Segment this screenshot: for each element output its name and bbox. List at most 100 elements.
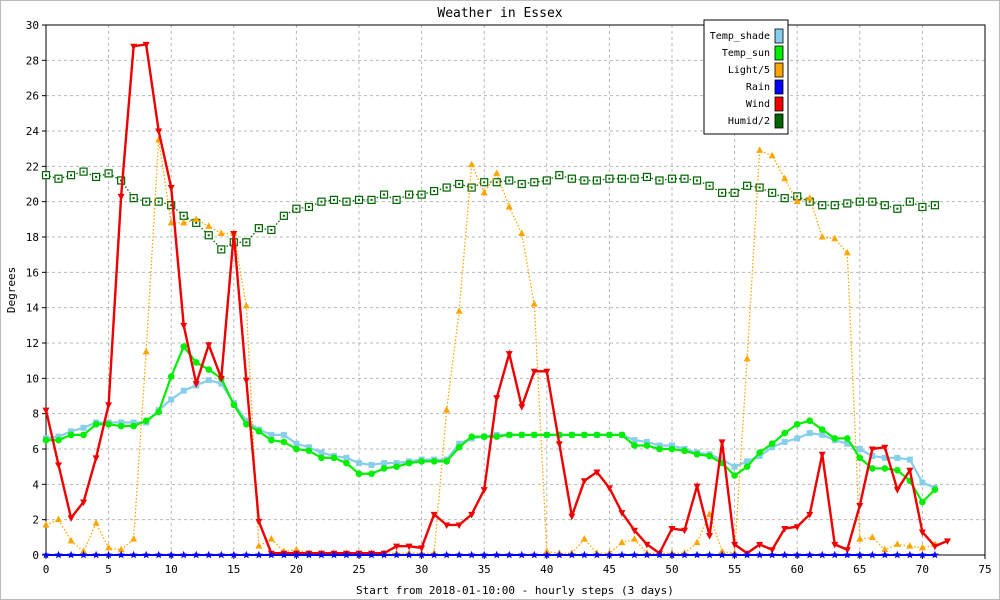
data-point — [630, 550, 639, 559]
data-point — [318, 454, 325, 462]
data-point — [868, 550, 877, 559]
y-tick-label: 14 — [26, 302, 40, 315]
data-point — [618, 431, 626, 439]
legend-swatch — [774, 113, 784, 129]
y-axis-label: Degrees — [5, 267, 18, 313]
chart-title: Weather in Essex — [437, 6, 562, 21]
data-point — [505, 202, 513, 210]
data-point — [643, 442, 651, 449]
data-point — [167, 185, 175, 192]
data-point — [255, 518, 263, 526]
data-point — [705, 550, 714, 559]
data-point — [418, 545, 426, 552]
data-point — [855, 550, 864, 559]
data-point — [668, 445, 676, 453]
data-point — [267, 535, 275, 542]
data-point — [505, 351, 513, 358]
data-point — [631, 442, 638, 449]
grid-lines — [46, 25, 985, 555]
data-point — [768, 547, 776, 554]
data-point — [580, 550, 589, 559]
data-point — [455, 550, 464, 559]
legend-swatch — [774, 62, 784, 78]
data-point — [117, 422, 125, 430]
data-point — [718, 439, 726, 446]
data-point — [205, 377, 212, 384]
data-point — [317, 550, 326, 559]
data-point — [80, 424, 87, 431]
data-point — [668, 550, 676, 559]
data-point — [368, 470, 375, 478]
data-point — [756, 146, 764, 153]
x-tick-label: 50 — [665, 563, 678, 576]
data-point — [843, 547, 851, 554]
y-tick-label: 18 — [26, 231, 39, 244]
data-point — [430, 550, 439, 559]
y-tick-label: 24 — [26, 125, 40, 138]
data-point — [367, 550, 376, 559]
data-point — [542, 550, 551, 559]
data-point — [468, 160, 476, 168]
data-point — [630, 535, 638, 542]
data-point — [455, 307, 463, 314]
data-point — [79, 550, 88, 559]
y-tick-label: 6 — [32, 443, 39, 456]
data-point — [443, 458, 450, 465]
data-point — [292, 545, 300, 553]
data-point — [568, 431, 576, 439]
data-point — [67, 536, 75, 544]
data-point — [543, 368, 551, 376]
data-point — [568, 513, 576, 521]
data-point — [819, 431, 826, 438]
x-tick-label: 25 — [352, 563, 365, 576]
data-point — [442, 550, 451, 559]
data-point — [530, 368, 538, 376]
data-point — [480, 550, 489, 559]
data-point — [919, 479, 926, 486]
data-point — [455, 443, 463, 451]
data-point — [518, 431, 526, 439]
data-point — [368, 461, 375, 468]
data-point — [543, 431, 551, 439]
y-tick-label: 22 — [26, 160, 39, 173]
data-point — [242, 377, 250, 385]
data-point — [743, 354, 751, 362]
data-point — [493, 169, 501, 176]
data-point — [179, 550, 188, 559]
data-point — [405, 459, 413, 467]
data-point — [518, 404, 526, 411]
data-point — [543, 547, 551, 554]
data-point — [55, 462, 63, 469]
data-point — [493, 433, 501, 440]
data-point — [92, 519, 100, 526]
data-point — [430, 511, 438, 519]
data-point — [142, 347, 150, 355]
data-point — [243, 420, 250, 428]
y-tick-label: 4 — [32, 478, 39, 491]
data-point — [67, 431, 75, 439]
data-point — [204, 550, 213, 559]
data-point — [881, 545, 889, 553]
data-point — [706, 533, 714, 540]
data-point — [505, 550, 514, 559]
data-point — [180, 387, 187, 394]
x-axis-label: Start from 2018-01-10:00 - hourly steps … — [356, 584, 674, 597]
y-tick-label: 20 — [26, 196, 39, 209]
data-point — [342, 550, 351, 559]
data-point — [505, 431, 513, 439]
data-point — [606, 431, 613, 439]
data-point — [55, 433, 62, 440]
legend-label: Rain — [746, 82, 770, 93]
series-wind — [42, 41, 951, 558]
data-point — [831, 435, 839, 442]
data-point — [142, 41, 150, 49]
data-point — [130, 422, 137, 430]
data-point — [230, 401, 238, 409]
data-point — [405, 550, 414, 559]
data-point — [229, 550, 238, 559]
data-point — [744, 458, 751, 465]
data-point — [517, 550, 526, 559]
data-point — [104, 550, 113, 559]
data-point — [680, 550, 689, 559]
